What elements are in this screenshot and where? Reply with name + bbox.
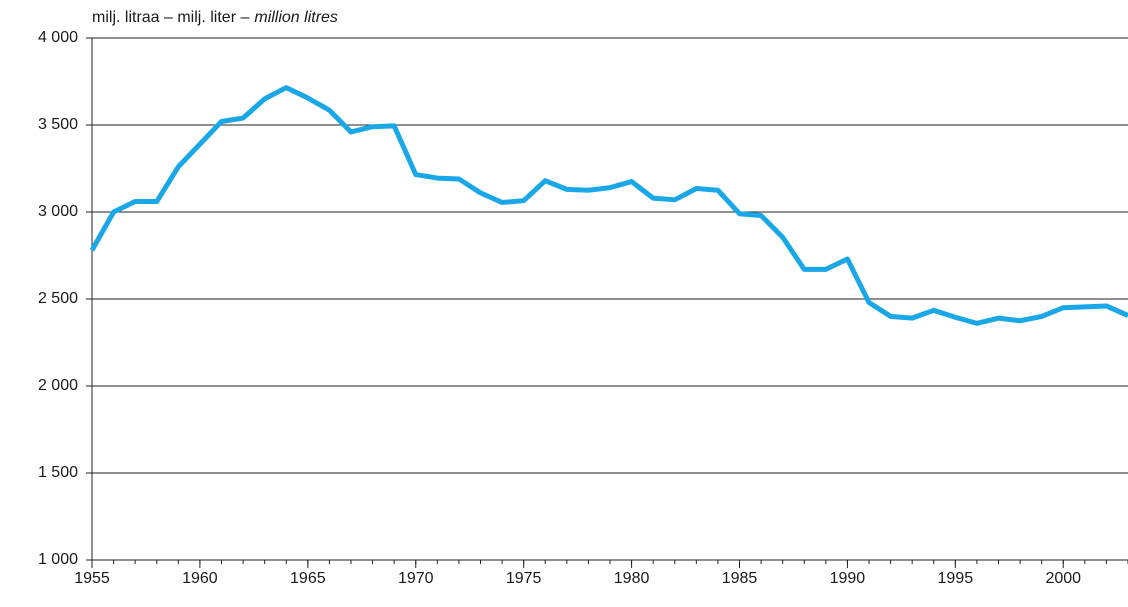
x-tick-label: 2000 xyxy=(1045,570,1081,587)
y-tick-label: 1 000 xyxy=(38,551,78,568)
x-tick-label: 1980 xyxy=(614,570,650,587)
line-series xyxy=(89,85,1128,326)
x-tick-label: 1955 xyxy=(74,570,110,587)
x-tick-label: 1985 xyxy=(722,570,758,587)
x-tick-label: 1995 xyxy=(938,570,974,587)
y-tick-label: 3 000 xyxy=(38,203,78,220)
y-tick-label: 3 500 xyxy=(38,116,78,133)
x-tick-label: 1960 xyxy=(182,570,218,587)
y-label-part: milj. litraa – milj. liter – xyxy=(92,9,249,26)
x-tick-label: 1975 xyxy=(506,570,542,587)
y-tick-label: 2 500 xyxy=(38,290,78,307)
x-tick-label: 1990 xyxy=(830,570,866,587)
x-tick-label: 1970 xyxy=(398,570,434,587)
x-tick-label: 1965 xyxy=(290,570,326,587)
y-tick-label: 1 500 xyxy=(38,464,78,481)
y-axis-label: milj. litraa – milj. liter – million litr… xyxy=(92,9,338,26)
y-tick-label: 4 000 xyxy=(38,29,78,46)
y-label-part: million litres xyxy=(254,9,338,26)
y-tick-label: 2 000 xyxy=(38,377,78,394)
